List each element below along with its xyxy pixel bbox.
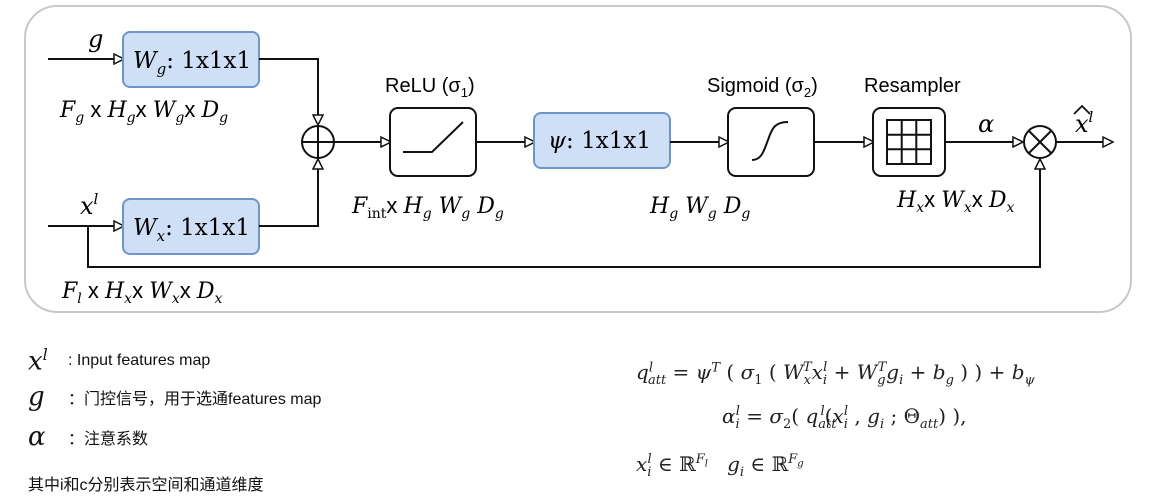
psi-block bbox=[533, 112, 671, 169]
legend-text: ：注意系数 bbox=[68, 431, 149, 448]
x-input-label: xl bbox=[80, 190, 99, 220]
relu-block bbox=[389, 107, 477, 177]
fx-dims-label: Fl x Hxx Wxx Dx bbox=[61, 278, 223, 307]
dimension-note: 其中i和c分别表示空间和通道维度 bbox=[28, 477, 264, 494]
legend-item-x: xl : Input features map bbox=[28, 345, 210, 377]
psi-block-label: ψ: 1x1x1 bbox=[548, 128, 651, 154]
fg-dims-label: Fg x Hgx Wgx Dg bbox=[59, 97, 228, 126]
sigmoid-title: Sigmoid (σ2) bbox=[707, 75, 818, 100]
sigmoid-curve-icon bbox=[751, 121, 789, 161]
multiply-node bbox=[1023, 125, 1057, 159]
legend-symbol: xl bbox=[28, 345, 48, 377]
legend-symbol: α bbox=[28, 422, 46, 452]
output-hat bbox=[1073, 104, 1091, 115]
resampler-grid-icon bbox=[886, 119, 932, 165]
resampler-block bbox=[872, 107, 946, 177]
hxwx-dims-label: Hxx Wxx Dx bbox=[896, 187, 1015, 216]
sum-node bbox=[301, 125, 335, 159]
sigmoid-block bbox=[727, 107, 815, 177]
hw-dims-label: Hg Wg Dg bbox=[649, 194, 750, 222]
alpha-label: α bbox=[978, 110, 994, 138]
legend-text: ：门控信号，用于选通features map bbox=[68, 391, 322, 408]
equation-domain: xil ∈ ℝFl gi ∈ ℝFg bbox=[636, 452, 804, 480]
equation-alpha: αil = σ2( qattl(xil , gi ; Θatt) ), bbox=[722, 404, 967, 432]
skip-connection-line bbox=[87, 160, 1040, 268]
legend-text: : Input features map bbox=[68, 351, 211, 369]
legend-symbol: g bbox=[28, 382, 45, 412]
resampler-title: Resampler bbox=[864, 75, 961, 97]
relu-curve-icon bbox=[403, 121, 464, 153]
attention-gate-diagram: g Wg: 1x1x1 Fg x Hgx Wgx Dg xl Wx: 1x1x1… bbox=[24, 5, 1132, 313]
fint-dims-label: Fintx Hg Wg Dg bbox=[351, 193, 504, 222]
relu-title: ReLU (σ1) bbox=[385, 75, 475, 100]
wx-block-label: Wx: 1x1x1 bbox=[133, 215, 250, 245]
wx-to-sum-line bbox=[259, 160, 318, 227]
equation-q-att: qlatt = ψT ( σ1 ( WxTxil + WgTgi + bg ) … bbox=[636, 360, 1035, 388]
g-input-label: g bbox=[88, 25, 103, 53]
wg-to-sum-line bbox=[259, 58, 318, 124]
diagram-frame bbox=[24, 5, 1132, 313]
output-label: xl bbox=[1075, 108, 1094, 138]
wg-block-label: Wg: 1x1x1 bbox=[133, 48, 251, 78]
legend-item-g: g ：门控信号，用于选通features map bbox=[28, 382, 321, 412]
legend-item-alpha: α ：注意系数 bbox=[28, 422, 148, 452]
